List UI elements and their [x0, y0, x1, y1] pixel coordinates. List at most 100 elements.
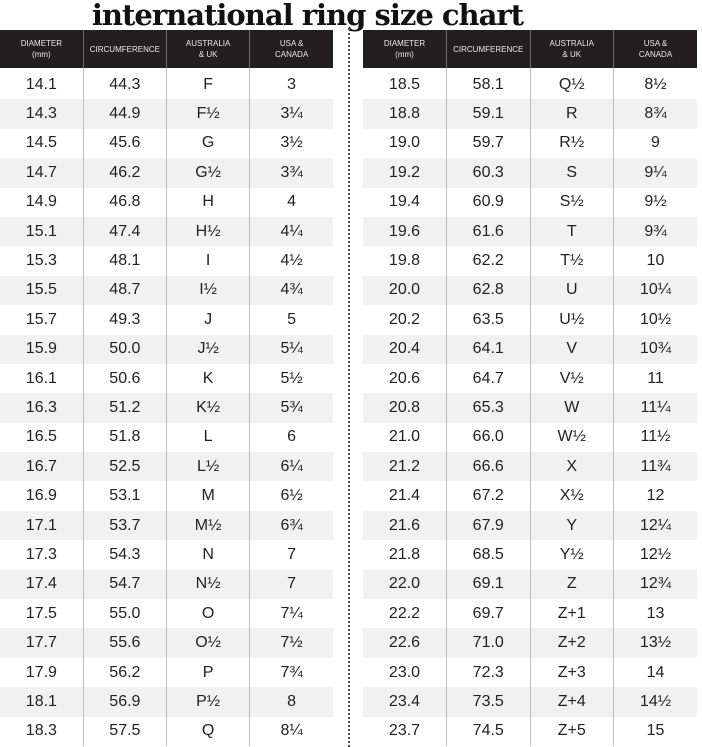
- circumference-cell: 60.9: [446, 187, 531, 217]
- circumference-cell: 55.6: [83, 628, 168, 658]
- usa-canada-cell: 9½: [644, 193, 667, 211]
- circumference-cell: 66.6: [446, 452, 531, 482]
- usa-canada-cell: 11: [647, 369, 664, 387]
- table-row: 20.2 63.5 U½ 10½: [363, 305, 697, 335]
- usa-canada-cell: 13½: [613, 628, 697, 658]
- australia-uk-cell: H: [166, 187, 251, 217]
- diameter-cell: 19.2: [363, 158, 447, 188]
- australia-uk-cell: Z+1: [530, 599, 614, 629]
- diameter-cell: 16.1: [0, 363, 84, 394]
- header-diameter: DIAMETER (mm): [363, 30, 447, 68]
- table-row: 22.6 71.0 Z+2 13½: [363, 628, 697, 658]
- usa-canada-cell: 3: [287, 75, 297, 93]
- diameter-cell: 14.7: [0, 158, 84, 188]
- table-row: 19.8 62.2 T½ 10: [363, 246, 697, 276]
- circumference-cell: 63.5: [446, 305, 531, 335]
- diameter-cell: 19.8: [363, 246, 447, 276]
- circumference-cell: 56.2: [83, 657, 168, 688]
- table-row: 15.3 48.1 I 4½: [0, 246, 333, 276]
- table-row: 18.1 56.9 P½ 8: [0, 687, 333, 717]
- australia-uk-cell: S: [530, 158, 614, 188]
- usa-canada-cell: 10½: [639, 310, 672, 328]
- diameter-cell: 21.8: [363, 540, 447, 570]
- table-row: 18.3 57.5 Q 8¼: [0, 716, 333, 746]
- usa-canada-cell: 11½: [640, 428, 671, 446]
- diameter-cell: 14.9: [0, 187, 84, 217]
- australia-uk-cell: T½: [530, 246, 614, 276]
- diameter-cell: 22.2: [363, 599, 447, 629]
- australia-uk-cell: J½: [166, 334, 251, 364]
- table-row: 23.0 72.3 Z+3 14: [363, 657, 697, 688]
- table-row: 14.7 46.2 G½ 3¾: [0, 158, 333, 188]
- circumference-cell: 48.1: [83, 246, 168, 276]
- usa-canada-cell: 5¾: [249, 393, 333, 423]
- usa-canada-cell: 10¾: [613, 334, 697, 364]
- australia-uk-cell: K: [166, 363, 251, 394]
- circumference-cell: 56.9: [83, 687, 168, 717]
- diameter-cell: 14.5: [0, 128, 84, 159]
- circumference-cell: 48.7: [83, 275, 168, 306]
- table-row: 23.4 73.5 Z+4 14½: [363, 687, 697, 717]
- usa-canada-cell: 7: [287, 545, 297, 563]
- table-row: 17.4 54.7 N½ 7: [0, 569, 333, 600]
- usa-canada-cell: 13: [646, 604, 665, 622]
- spacer-cell: [83, 68, 168, 70]
- australia-uk-cell: R: [530, 99, 614, 129]
- circumference-cell: 65.3: [446, 393, 531, 423]
- usa-canada-cell: 4¼: [249, 216, 333, 247]
- table-row: 17.3 54.3 N 7: [0, 540, 333, 570]
- usa-canada-cell: 14: [646, 663, 665, 681]
- australia-uk-cell: J: [166, 305, 251, 335]
- usa-canada-cell: 4¾: [249, 275, 333, 306]
- circumference-cell: 67.9: [446, 510, 531, 541]
- australia-uk-cell: X½: [530, 481, 614, 511]
- spacer-row: [363, 68, 697, 70]
- usa-canada-cell: 9: [651, 134, 660, 152]
- circumference-cell: 59.1: [446, 99, 531, 129]
- usa-canada-cell: 6¼: [249, 452, 333, 482]
- circumference-cell: 53.1: [83, 481, 168, 511]
- australia-uk-cell: Z+2: [530, 628, 614, 658]
- australia-uk-cell: R½: [530, 128, 614, 159]
- australia-uk-cell: N: [166, 540, 251, 570]
- australia-uk-cell: Z+3: [530, 657, 614, 688]
- table-row: 17.5 55.0 O 7¼: [0, 599, 333, 629]
- table-row: 14.3 44.9 F½ 3¼: [0, 99, 333, 129]
- usa-canada-cell: 3½: [280, 134, 303, 152]
- circumference-cell: 50.0: [83, 334, 168, 364]
- diameter-cell: 15.3: [0, 246, 84, 276]
- australia-uk-cell: Q½: [530, 70, 614, 100]
- table-row: 21.0 66.0 W½ 11½: [363, 422, 697, 453]
- australia-uk-cell: Y: [530, 510, 614, 541]
- table-row: 17.9 56.2 P 7¾: [0, 657, 333, 688]
- table-row: 16.5 51.8 L 6: [0, 422, 333, 453]
- circumference-cell: 61.6: [446, 216, 531, 247]
- circumference-cell: 52.5: [83, 452, 168, 482]
- australia-uk-cell: V½: [530, 363, 614, 394]
- australia-uk-cell: Z+5: [530, 716, 614, 746]
- header-usa-canada: USA & CANADA: [613, 30, 697, 68]
- circumference-cell: 68.5: [446, 540, 531, 570]
- usa-canada-cell: 5½: [280, 369, 303, 387]
- usa-canada-cell: 12: [646, 487, 665, 505]
- diameter-cell: 15.9: [0, 334, 84, 364]
- diameter-cell: 17.5: [0, 599, 84, 629]
- table-row: 19.4 60.9 S½ 9½: [363, 187, 697, 217]
- circumference-cell: 60.3: [446, 158, 531, 188]
- table-row: 19.2 60.3 S 9¼: [363, 158, 697, 188]
- usa-canada-cell: 4: [287, 193, 297, 211]
- circumference-cell: 71.0: [446, 628, 531, 658]
- table-row: 21.2 66.6 X 11¾: [363, 452, 697, 482]
- table-row: 17.7 55.6 O½ 7½: [0, 628, 333, 658]
- table-row: 18.8 59.1 R 8¾: [363, 99, 697, 129]
- spacer-cell: [530, 68, 614, 70]
- diameter-cell: 20.0: [363, 275, 447, 306]
- australia-uk-cell: H½: [166, 216, 251, 247]
- table-row: 15.7 49.3 J 5: [0, 305, 333, 335]
- diameter-cell: 19.6: [363, 216, 447, 247]
- usa-canada-cell: 8: [249, 687, 333, 717]
- circumference-cell: 54.3: [83, 540, 168, 570]
- australia-uk-cell: X: [530, 452, 614, 482]
- australia-uk-cell: W: [530, 393, 614, 423]
- australia-uk-cell: G: [166, 128, 251, 159]
